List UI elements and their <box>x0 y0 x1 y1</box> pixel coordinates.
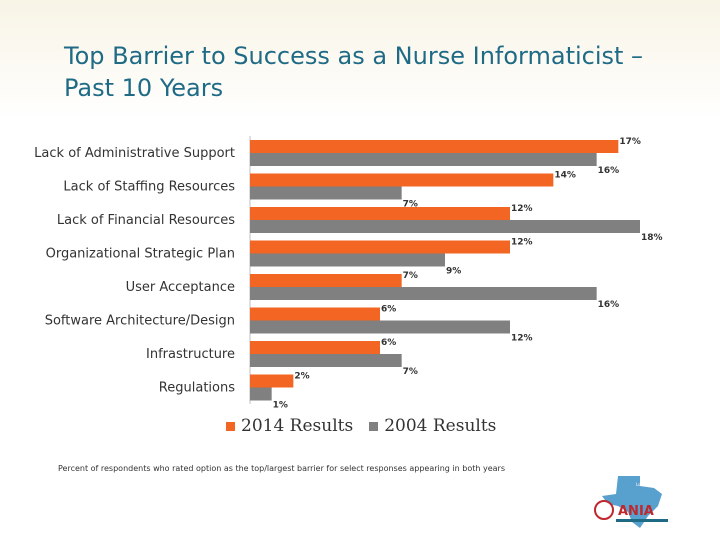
bar-2014 <box>250 240 510 254</box>
logo-subtext: Lone Star Chapter <box>636 482 673 487</box>
bar-2014 <box>250 341 380 354</box>
bar-2014 <box>250 207 510 220</box>
footnote: Percent of respondents who rated option … <box>58 464 505 473</box>
texas-shape <box>602 476 662 528</box>
category-label: Infrastructure <box>146 347 235 362</box>
bar-2004 <box>250 287 597 300</box>
bar-2004 <box>250 387 272 401</box>
bar-2014 <box>250 374 294 388</box>
legend-label-2004: 2004 Results <box>384 416 497 436</box>
legend-swatch-2004 <box>369 421 379 431</box>
value-label-2004: 18% <box>641 233 663 243</box>
category-label: Lack of Financial Resources <box>57 213 235 228</box>
value-label-2004: 1% <box>273 401 288 411</box>
bar-2004 <box>250 253 445 267</box>
title-line-1: Top Barrier to Success as a Nurse Inform… <box>64 42 644 70</box>
chart-bars <box>250 140 640 401</box>
bar-2004 <box>250 320 510 334</box>
value-label-2014: 17% <box>619 137 641 147</box>
bar-2014 <box>250 274 402 287</box>
page-title: Top Barrier to Success as a Nurse Inform… <box>64 40 714 104</box>
value-label-2014: 6% <box>381 305 396 315</box>
category-label: Software Architecture/Design <box>45 314 235 329</box>
bar-2014 <box>250 307 380 321</box>
value-label-2004: 7% <box>403 200 418 210</box>
bar-2014 <box>250 173 554 187</box>
value-label-2014: 14% <box>554 171 576 181</box>
value-label-2014: 7% <box>403 271 418 281</box>
category-label: Lack of Staffing Resources <box>63 180 235 195</box>
legend-item-2004: 2004 Results <box>369 416 496 436</box>
value-label-2004: 7% <box>403 367 418 377</box>
logo-text: ANIA <box>618 504 654 519</box>
value-label-2004: 12% <box>511 334 533 344</box>
bar-2014 <box>250 140 619 153</box>
legend-swatch-2014 <box>226 421 235 431</box>
value-label-2014: 2% <box>294 372 309 382</box>
header-band <box>0 0 720 120</box>
logo-emblem <box>594 500 614 520</box>
bar-2004 <box>250 354 402 367</box>
legend-item-2014: 2014 Results <box>226 416 353 436</box>
category-label: Organizational Strategic Plan <box>46 247 235 262</box>
value-label-2004: 16% <box>598 300 620 310</box>
chart-labels: Lack of Administrative Support 17% 16% Lack… <box>34 137 662 410</box>
value-label-2004: 9% <box>446 267 461 277</box>
category-label: Lack of Administrative Support <box>34 146 235 161</box>
legend-label-2014: 2014 Results <box>241 416 354 436</box>
bar-2004 <box>250 186 402 200</box>
value-label-2004: 16% <box>598 166 620 176</box>
bar-2004 <box>250 220 640 233</box>
chart-legend: 2014 Results 2004 Results <box>226 416 496 436</box>
value-label-2014: 12% <box>511 238 533 248</box>
value-label-2014: 6% <box>381 338 396 348</box>
category-label: User Acceptance <box>126 280 235 295</box>
bar-2004 <box>250 153 597 166</box>
value-label-2014: 12% <box>511 204 533 214</box>
title-line-2: Past 10 Years <box>64 74 224 102</box>
ania-logo: ANIA Lone Star Chapter <box>594 476 673 528</box>
bar-chart: Lack of Administrative Support 17% 16% Lack… <box>34 136 663 410</box>
category-label: Regulations <box>159 381 235 396</box>
logo-bar <box>616 519 668 522</box>
